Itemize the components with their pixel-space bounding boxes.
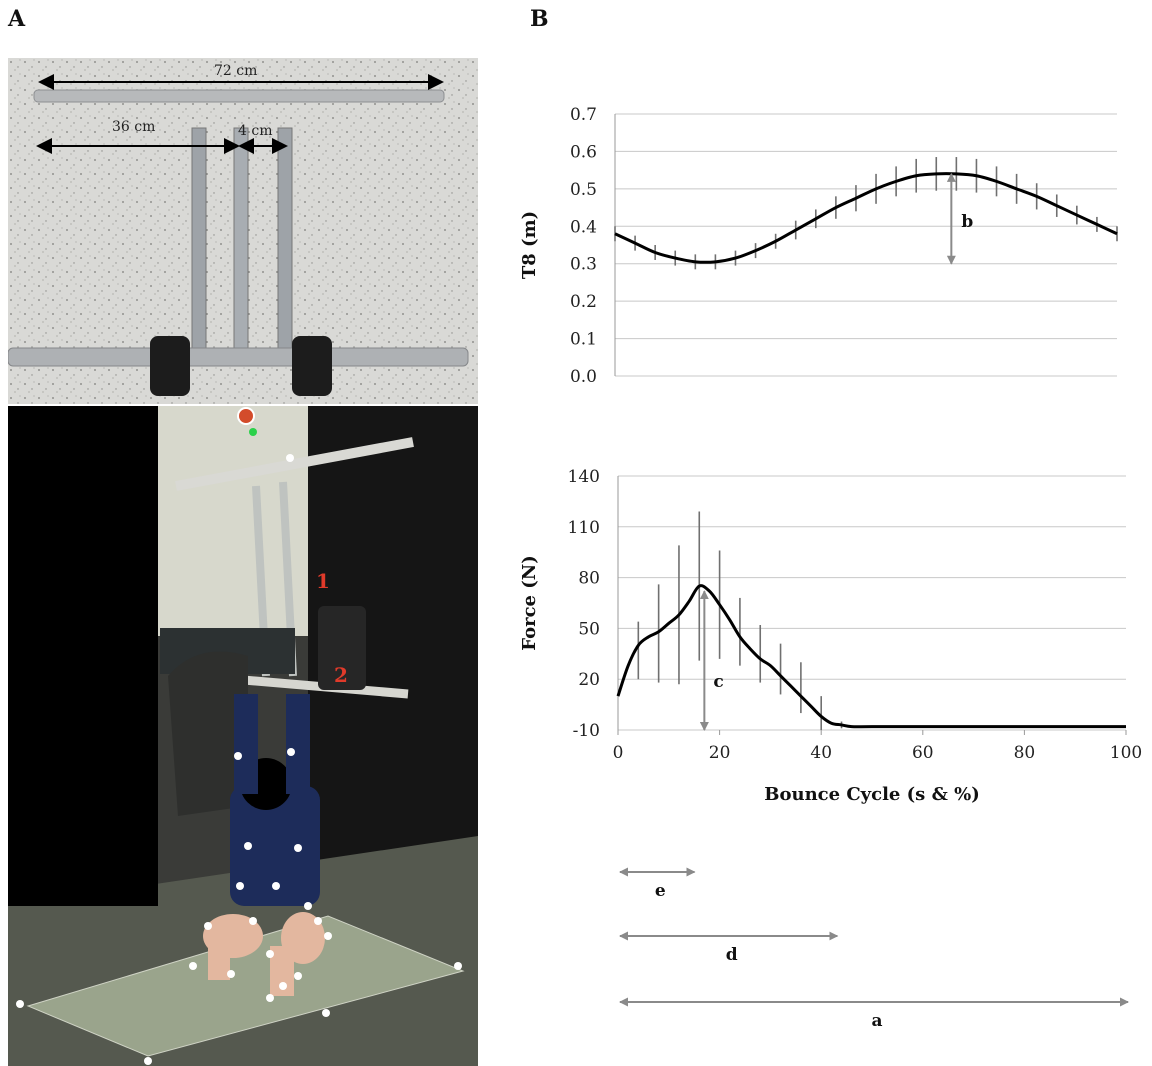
y-tick-label: 110	[568, 518, 600, 538]
y-tick-label: 80	[578, 569, 600, 589]
phase-label: d	[726, 945, 738, 965]
y-axis-label: T8 (m)	[519, 211, 540, 279]
y-tick-label: 0.5	[570, 180, 597, 200]
dim-label-36: 36 cm	[112, 119, 155, 135]
y-tick-label: 20	[578, 670, 600, 690]
x-tick-label: 0	[613, 743, 624, 763]
y-tick-label: -10	[573, 721, 600, 741]
lab-photo: 1 2	[8, 406, 478, 1066]
series-line	[616, 584, 1126, 729]
y-tick-label: 50	[578, 619, 600, 639]
y-tick-label: 0.0	[570, 367, 597, 387]
apparatus-photo: 72 cm 36 cm 4 cm	[8, 58, 478, 404]
y-tick-label: 0.6	[570, 142, 597, 162]
x-tick-label: 40	[810, 743, 832, 763]
redaction-block	[8, 406, 158, 906]
panel-a-letter: A	[8, 6, 26, 32]
y-axis-label: Force (N)	[519, 555, 540, 650]
y-tick-label: 0.7	[570, 105, 597, 125]
dim-label-4: 4 cm	[238, 123, 272, 139]
annotation-label: c	[713, 672, 723, 692]
spring-middle	[233, 127, 249, 359]
spring-right	[277, 127, 293, 359]
y-tick-label: 0.1	[570, 330, 597, 350]
top-bar	[33, 89, 445, 103]
panel-b-letter: B	[530, 6, 549, 32]
spring-left	[191, 127, 207, 359]
phase-label: a	[871, 1011, 882, 1031]
y-tick-label: 0.4	[570, 217, 597, 237]
child-body	[230, 786, 320, 906]
annotation-label: b	[961, 212, 973, 232]
x-tick-label: 60	[912, 743, 934, 763]
bottom-bar	[8, 347, 469, 367]
x-axis-label: Bounce Cycle (s & %)	[764, 784, 979, 805]
phase-arrows: e d a	[619, 867, 1129, 1031]
marker-label-1: 1	[316, 569, 330, 593]
t8-chart: 0.0 0.1 0.2 0.3 0.4 0.5 0.6 0.7 b T8 (m)	[519, 105, 1118, 387]
series-line	[614, 172, 1118, 264]
y-tick-label: 140	[568, 467, 600, 487]
x-tick-label: 20	[709, 743, 731, 763]
dim-label-72: 72 cm	[214, 63, 257, 79]
x-tick-label: 80	[1014, 743, 1036, 763]
clamp-left	[150, 336, 190, 396]
force-chart: -10 20 50 80 110 140 0 20 40 60 80 100 c Force (N) Bou…	[519, 467, 1142, 805]
y-tick-label: 0.3	[570, 255, 597, 275]
clamp-right	[292, 336, 332, 396]
y-tick-label: 0.2	[570, 292, 597, 312]
harness-bar	[175, 437, 414, 491]
marker-label-2: 2	[334, 663, 348, 687]
phase-label: e	[655, 881, 666, 901]
x-tick-label: 100	[1110, 743, 1142, 763]
